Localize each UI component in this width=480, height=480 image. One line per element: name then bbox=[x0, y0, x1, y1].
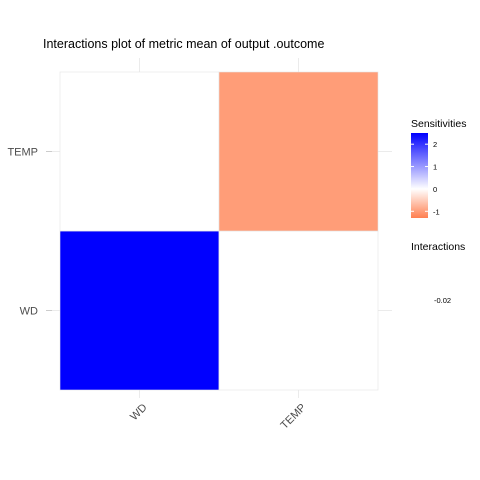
heatmap-cell-temp-temp bbox=[218, 71, 379, 232]
legend-title-sensitivities: Sensitivities bbox=[411, 118, 466, 130]
heatmap-cell-wd-temp bbox=[59, 71, 220, 232]
colorbar-ticks: -1 0 1 2 bbox=[411, 140, 440, 216]
heatmap-cell-wd-wd bbox=[59, 230, 220, 391]
x-axis-ticks: WD TEMP bbox=[128, 402, 308, 432]
sensitivities-legend: Sensitivities -1 0 1 2 bbox=[411, 118, 466, 218]
heatmap-cell-temp-wd bbox=[218, 230, 379, 391]
interactions-legend: Interactions -0.02 bbox=[411, 241, 465, 305]
y-tick-label-temp: TEMP bbox=[7, 147, 38, 159]
heatmap-cells bbox=[59, 71, 379, 391]
chart-title: Interactions plot of metric mean of outp… bbox=[43, 37, 324, 51]
interactions-legend-label: -0.02 bbox=[434, 296, 451, 305]
colorbar-tick-label: 2 bbox=[433, 140, 437, 149]
legend-title-interactions: Interactions bbox=[411, 241, 465, 253]
y-tick-label-wd: WD bbox=[20, 306, 38, 318]
y-axis-ticks: WD TEMP bbox=[7, 147, 52, 318]
x-tick-label-wd: WD bbox=[128, 402, 149, 423]
colorbar-tick-label: 0 bbox=[433, 185, 437, 194]
colorbar bbox=[411, 133, 428, 218]
x-tick-label-temp: TEMP bbox=[279, 402, 309, 432]
colorbar-tick-label: 1 bbox=[433, 163, 437, 172]
colorbar-tick-label: -1 bbox=[433, 207, 440, 216]
